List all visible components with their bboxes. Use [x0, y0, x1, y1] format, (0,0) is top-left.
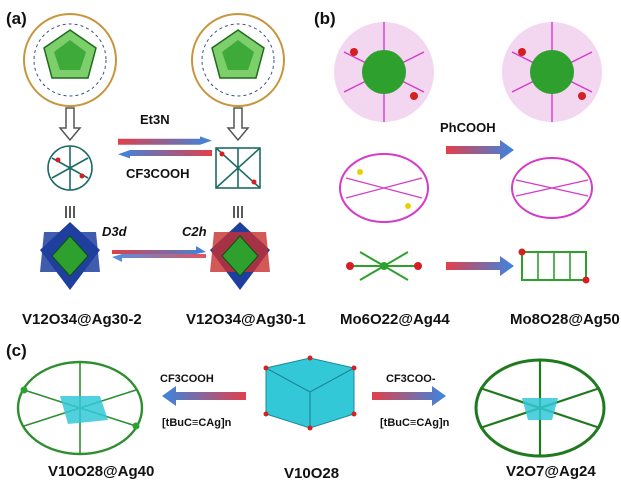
arrow-b-bottom — [446, 256, 514, 276]
reagent-phcooh: PhCOOH — [440, 120, 496, 135]
panel-a-label: (a) — [6, 9, 27, 28]
core-left-a — [47, 145, 93, 191]
v2o7-ag24-cage — [474, 358, 606, 458]
reagent-tbuccag-left: [tBuC≡CAg]n — [162, 417, 232, 429]
caption-mo8o28-ag50: Mo8O28@Ag50 — [510, 311, 620, 328]
equivalence-left — [65, 206, 75, 218]
equivalence-right — [233, 206, 243, 218]
reagent-et3n: Et3N — [140, 112, 170, 127]
caption-v2o7-ag24: V2O7@Ag24 — [506, 463, 596, 480]
reagent-tbuccag-right: [tBuC≡CAg]n — [380, 417, 450, 429]
d3d-polyhedron — [40, 222, 100, 290]
symmetry-d3d: D3d — [102, 224, 128, 239]
v12o34-ag30-1-shell — [191, 13, 285, 107]
v12o34-ag30-2-shell — [23, 13, 117, 107]
reagent-cf3cooh-a: CF3COOH — [126, 166, 190, 181]
hollow-down-arrow-left — [58, 107, 82, 142]
equilibrium-arrows-a-top — [118, 136, 212, 159]
v10o28-ag40-cage — [16, 360, 144, 456]
equilibrium-arrows-a-bottom — [112, 246, 206, 262]
mo6o22-core — [346, 251, 422, 281]
caption-v10o28: V10O28 — [284, 465, 339, 482]
caption-v12o34-ag30-2: V12O34@Ag30-2 — [22, 311, 142, 328]
caption-v10o28-ag40: V10O28@Ag40 — [48, 463, 154, 480]
reagent-cf3coo-minus: CF3COO- — [386, 373, 436, 385]
c2h-polyhedron — [210, 222, 270, 290]
core-right-a — [215, 147, 261, 189]
arrow-c-right — [372, 386, 446, 406]
mo8o28-core — [518, 248, 590, 284]
panel-b: (b) PhCOOH — [314, 9, 620, 328]
reagent-cf3cooh-c: CF3COOH — [160, 373, 214, 385]
mo6o22-ag44-full — [334, 22, 434, 122]
mo6o22-ag44-shell — [339, 153, 429, 223]
mo8o28-ag50-full — [502, 22, 602, 122]
arrow-c-left — [162, 386, 246, 406]
caption-mo6o22-ag44: Mo6O22@Ag44 — [340, 311, 450, 328]
panel-c: (c) CF3COOH [tBuC≡CAg]n CF3COO- [tBuC≡CA… — [6, 341, 606, 482]
panel-c-label: (c) — [6, 341, 27, 360]
mo8o28-ag50-shell — [511, 157, 593, 219]
symmetry-c2h: C2h — [182, 224, 207, 239]
v10o28-polyoxometalate — [263, 355, 357, 431]
caption-v12o34-ag30-1: V12O34@Ag30-1 — [186, 311, 306, 328]
arrow-b-top — [446, 140, 514, 160]
hollow-down-arrow-right — [226, 107, 250, 142]
panel-a: (a) Et3N CF3COOH — [6, 9, 306, 328]
panel-b-label: (b) — [314, 9, 336, 28]
